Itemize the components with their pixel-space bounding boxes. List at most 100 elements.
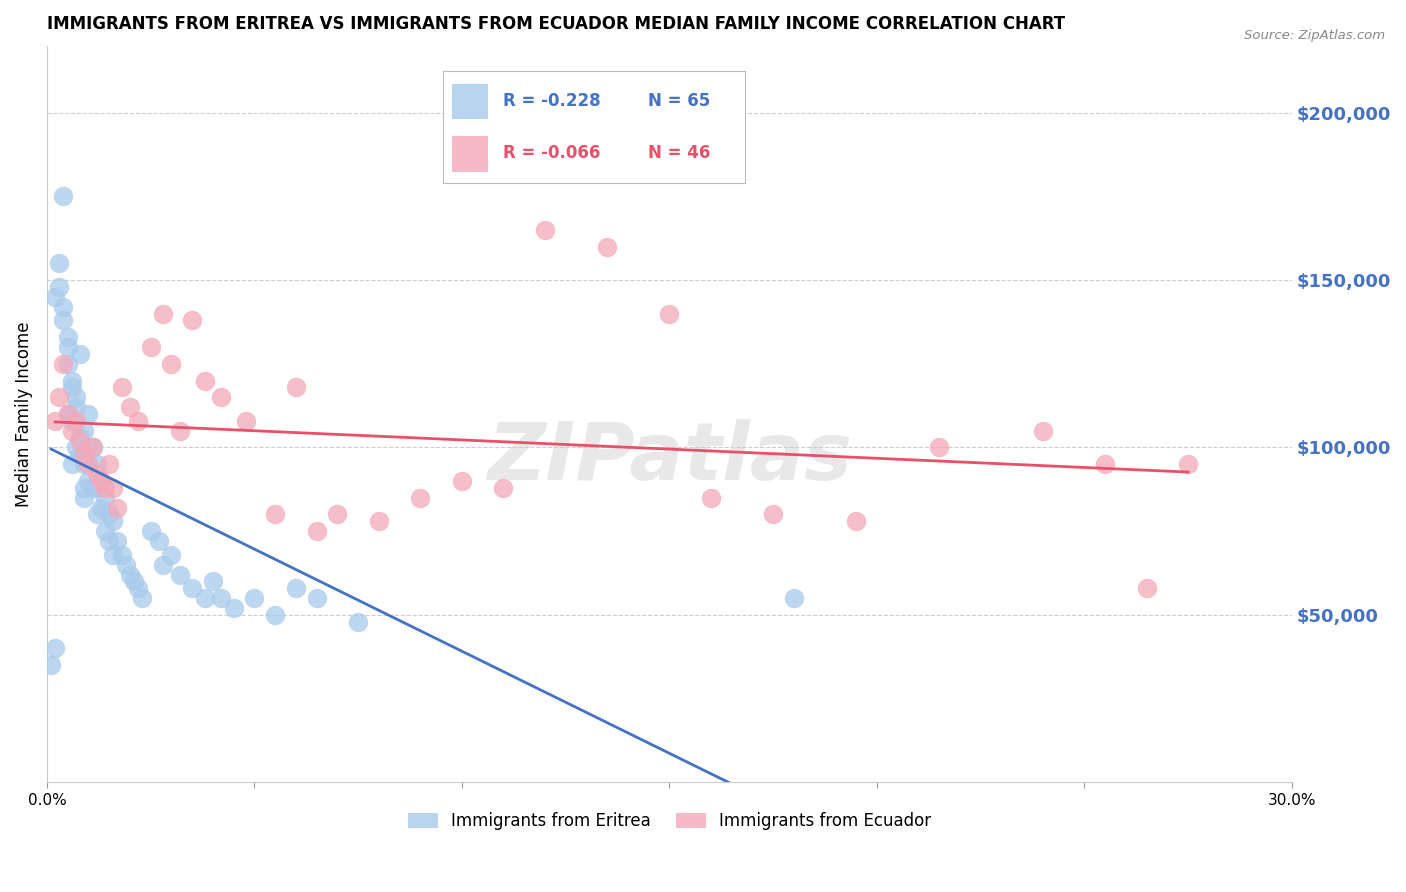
Point: [1177, 457, 1199, 471]
Point: [284, 380, 307, 394]
Point: [118, 567, 141, 582]
Point: [658, 307, 681, 321]
Point: [82, 481, 104, 495]
Point: [60, 424, 83, 438]
Point: [148, 534, 170, 549]
Text: R = -0.228: R = -0.228: [503, 93, 600, 111]
Point: [86, 457, 108, 471]
Point: [181, 581, 204, 595]
Point: [114, 558, 136, 572]
Point: [139, 340, 162, 354]
Point: [73, 481, 96, 495]
Y-axis label: Median Family Income: Median Family Income: [15, 321, 32, 507]
Point: [65, 441, 87, 455]
Point: [131, 591, 153, 606]
Point: [194, 591, 217, 606]
Point: [152, 307, 174, 321]
Point: [86, 467, 108, 482]
Point: [98, 534, 121, 549]
Point: [264, 508, 287, 522]
Point: [139, 524, 162, 539]
Point: [82, 441, 104, 455]
Point: [367, 514, 389, 528]
Point: [209, 591, 232, 606]
Legend: Immigrants from Eritrea, Immigrants from Ecuador: Immigrants from Eritrea, Immigrants from…: [401, 805, 938, 837]
Point: [52, 300, 75, 314]
Point: [928, 441, 950, 455]
Point: [56, 330, 79, 344]
Point: [98, 508, 121, 522]
Point: [103, 548, 125, 562]
Point: [52, 189, 75, 203]
Point: [98, 457, 121, 471]
Point: [90, 474, 112, 488]
Point: [86, 508, 108, 522]
Point: [60, 380, 83, 394]
Point: [122, 574, 145, 589]
Point: [110, 548, 132, 562]
Point: [700, 491, 723, 505]
Point: [160, 548, 183, 562]
Point: [235, 414, 257, 428]
Point: [44, 414, 66, 428]
Point: [222, 601, 245, 615]
Point: [127, 414, 149, 428]
Point: [201, 574, 224, 589]
Point: [1094, 457, 1116, 471]
Point: [48, 256, 70, 270]
Point: [77, 457, 100, 471]
Point: [194, 374, 217, 388]
Point: [152, 558, 174, 572]
Point: [305, 591, 328, 606]
Point: [56, 407, 79, 421]
Point: [90, 500, 112, 515]
FancyBboxPatch shape: [451, 84, 488, 120]
Point: [56, 407, 79, 421]
Point: [492, 481, 515, 495]
Text: Source: ZipAtlas.com: Source: ZipAtlas.com: [1244, 29, 1385, 42]
Point: [69, 347, 91, 361]
Point: [44, 641, 66, 656]
Point: [110, 380, 132, 394]
Point: [60, 374, 83, 388]
Point: [1135, 581, 1157, 595]
Point: [181, 313, 204, 327]
Point: [326, 508, 349, 522]
Point: [107, 500, 129, 515]
Point: [305, 524, 328, 539]
Point: [534, 223, 557, 237]
Point: [77, 457, 100, 471]
Point: [118, 401, 141, 415]
Point: [596, 239, 619, 253]
Point: [44, 290, 66, 304]
Point: [94, 491, 117, 505]
Point: [450, 474, 472, 488]
Point: [264, 607, 287, 622]
Point: [48, 390, 70, 404]
Point: [48, 279, 70, 293]
Point: [60, 414, 83, 428]
Point: [60, 457, 83, 471]
Point: [94, 481, 117, 495]
Text: N = 65: N = 65: [648, 93, 710, 111]
Point: [783, 591, 806, 606]
Point: [82, 441, 104, 455]
Point: [209, 390, 232, 404]
Point: [73, 424, 96, 438]
Point: [845, 514, 868, 528]
Point: [52, 313, 75, 327]
Point: [56, 357, 79, 371]
Point: [284, 581, 307, 595]
Point: [160, 357, 183, 371]
Point: [69, 434, 91, 448]
Point: [65, 390, 87, 404]
Point: [73, 457, 96, 471]
Text: ZIPatlas: ZIPatlas: [486, 419, 852, 497]
Point: [73, 491, 96, 505]
Point: [103, 514, 125, 528]
Point: [39, 658, 62, 673]
Point: [243, 591, 266, 606]
Point: [52, 357, 75, 371]
Point: [73, 447, 96, 461]
Point: [86, 481, 108, 495]
